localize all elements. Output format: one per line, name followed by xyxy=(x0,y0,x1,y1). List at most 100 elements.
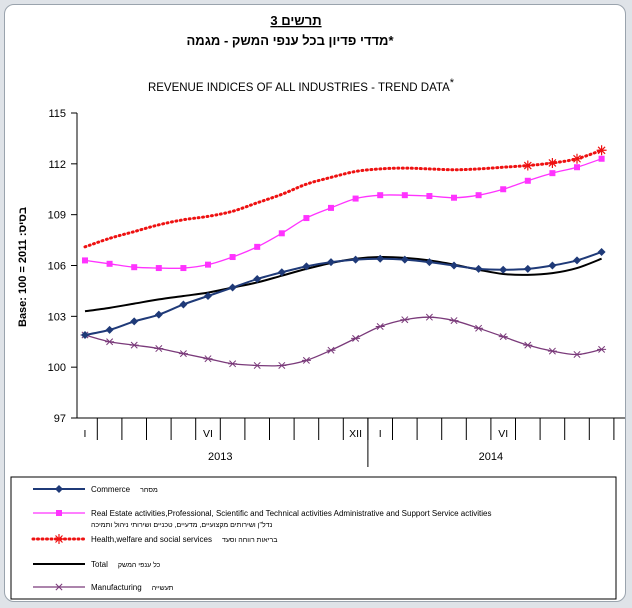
data-point-health xyxy=(596,145,607,156)
revenue-indices-chart: תרשים 3 *מדדי פדיון בכל ענפי המשק - מגמה… xyxy=(10,13,625,600)
legend-item-manufacturing: Manufacturing תעשייה xyxy=(33,583,174,592)
data-point-commerce xyxy=(499,265,508,274)
data-point-realestate xyxy=(155,265,162,272)
data-point-realestate xyxy=(475,192,482,199)
x-month-label: I xyxy=(84,428,87,440)
data-point-manufacturing xyxy=(105,338,115,346)
y-tick-label: 106 xyxy=(48,261,66,273)
data-point-commerce xyxy=(597,247,606,256)
data-point-health xyxy=(522,160,533,171)
data-point-realestate xyxy=(180,265,187,272)
data-point-realestate xyxy=(598,155,605,162)
data-point-manufacturing xyxy=(203,355,213,363)
data-point-manufacturing xyxy=(351,334,361,342)
data-point-manufacturing xyxy=(498,333,508,341)
data-point-realestate xyxy=(328,204,334,211)
data-point-realestate xyxy=(500,186,507,193)
legend-marker-health xyxy=(54,534,64,544)
legend-label-commerce: Commerce xyxy=(91,485,131,494)
data-point-commerce xyxy=(573,256,581,265)
legend-item-total: Total כל ענפי המשק xyxy=(33,560,161,569)
legend-label-health: Health,welfare and social services xyxy=(91,535,212,544)
data-point-commerce xyxy=(400,255,409,264)
data-point-realestate xyxy=(524,177,531,184)
data-point-realestate xyxy=(205,261,211,268)
data-point-commerce xyxy=(425,258,434,267)
data-point-realestate xyxy=(254,243,261,250)
hebrew-title-line2: *מדדי פדיון בכל ענפי המשק - מגמה xyxy=(186,33,394,48)
data-point-manufacturing xyxy=(449,317,459,325)
data-point-realestate xyxy=(451,194,457,201)
data-point-commerce xyxy=(228,283,237,292)
y-axis-label: Base: 100 = 2011 :בסיס xyxy=(17,207,29,327)
y-tick-label: 115 xyxy=(48,108,66,120)
data-point-realestate xyxy=(401,192,408,199)
data-point-manufacturing xyxy=(572,350,582,358)
data-point-manufacturing xyxy=(301,356,311,364)
data-point-commerce xyxy=(548,261,557,270)
legend-item-health: Health,welfare and social services בריאות… xyxy=(31,534,277,544)
data-point-manufacturing xyxy=(597,345,607,353)
legend-marker-commerce xyxy=(55,485,63,493)
x-ticks: I VI XII I VI 2013 2014 xyxy=(84,418,615,467)
data-point-manufacturing xyxy=(252,361,262,369)
data-point-manufacturing xyxy=(178,350,188,358)
x-month-label: I xyxy=(379,428,382,440)
data-point-commerce xyxy=(523,264,532,273)
legend-label-total: Total xyxy=(91,560,108,569)
data-point-manufacturing xyxy=(474,324,484,332)
series-line-health xyxy=(83,148,604,249)
legend-label-he-total: כל ענפי המשק xyxy=(118,561,161,569)
chart-title-text: REVENUE INDICES OF ALL INDUSTRIES - TREN… xyxy=(148,82,450,94)
data-point-manufacturing xyxy=(400,316,410,324)
series-line-realestate xyxy=(84,158,602,269)
series-line-manufacturing xyxy=(84,316,602,367)
legend-marker-manufacturing xyxy=(54,583,64,591)
data-point-manufacturing xyxy=(277,361,287,369)
x-month-label: VI xyxy=(498,428,508,440)
data-point-commerce xyxy=(450,261,458,270)
data-point-commerce xyxy=(81,330,89,339)
data-point-commerce xyxy=(351,255,360,264)
y-tick-label: 112 xyxy=(48,159,66,171)
legend-item-realestate: Real Estate activities,Professional, Sci… xyxy=(33,509,491,529)
data-point-realestate xyxy=(303,215,310,222)
series-commerce xyxy=(81,247,606,339)
x-year-label: 2014 xyxy=(479,451,503,463)
data-point-manufacturing xyxy=(326,346,336,354)
chart-frame: תרשים 3 *מדדי פדיון בכל ענפי המשק - מגמה… xyxy=(4,4,626,602)
data-point-commerce xyxy=(253,275,262,284)
series-layer xyxy=(80,145,607,369)
data-point-realestate xyxy=(229,254,236,261)
series-realestate xyxy=(82,155,605,272)
data-point-commerce xyxy=(277,268,286,277)
legend-label-manufacturing: Manufacturing xyxy=(91,583,142,592)
data-point-commerce xyxy=(179,300,188,309)
data-point-commerce xyxy=(154,310,163,319)
hebrew-title-mark: * xyxy=(388,33,394,48)
data-point-commerce xyxy=(474,264,483,273)
data-point-health xyxy=(572,153,582,164)
data-point-manufacturing xyxy=(129,341,139,349)
data-point-manufacturing xyxy=(375,322,385,331)
y-tick-label: 103 xyxy=(48,311,66,323)
legend-marker-realestate xyxy=(56,510,62,516)
data-point-commerce xyxy=(105,325,114,334)
legend-label-he-commerce: מסחר xyxy=(140,487,158,494)
data-point-realestate xyxy=(106,260,113,267)
data-point-commerce xyxy=(376,254,385,263)
data-point-realestate xyxy=(352,195,359,202)
data-point-manufacturing xyxy=(228,360,238,368)
legend-label-realestate: Real Estate activities,Professional, Sci… xyxy=(91,509,491,518)
legend-box xyxy=(10,476,617,600)
hebrew-title-line1: תרשים 3 xyxy=(270,13,321,28)
x-month-label: VI xyxy=(203,428,213,440)
data-point-manufacturing xyxy=(547,347,557,355)
data-point-realestate xyxy=(82,257,88,264)
data-point-commerce xyxy=(130,317,139,326)
data-point-manufacturing xyxy=(523,341,533,349)
data-point-commerce xyxy=(204,292,212,300)
legend: Commerce מסחר Real Estate activities,Profe… xyxy=(31,485,491,592)
chart-title: REVENUE INDICES OF ALL INDUSTRIES - TREN… xyxy=(148,77,455,94)
data-point-health xyxy=(547,157,558,168)
